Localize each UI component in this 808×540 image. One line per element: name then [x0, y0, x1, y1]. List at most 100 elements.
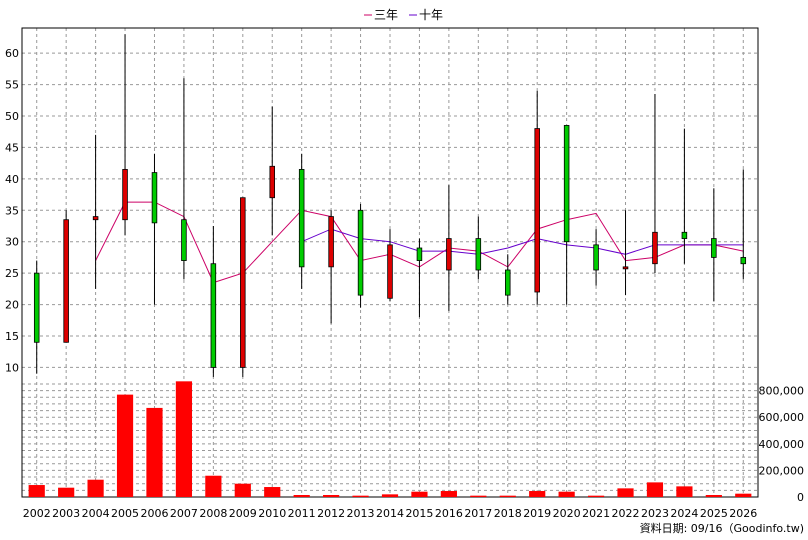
volume-bar — [146, 407, 163, 497]
volume-bar — [529, 491, 546, 497]
volume-bar — [558, 491, 575, 497]
candle-body — [92, 216, 99, 221]
volume-bar — [646, 482, 664, 497]
y-tick-label: 45 — [5, 141, 19, 154]
candle-body — [534, 128, 540, 293]
x-tick-label: 2005 — [111, 507, 139, 520]
volume-bar — [175, 381, 193, 497]
y-tick-label: 15 — [5, 330, 19, 343]
legend: 三年 十年 — [364, 8, 443, 22]
candle-body — [681, 231, 688, 239]
x-tick-label: 2009 — [229, 507, 257, 520]
x-tick-label: 2008 — [199, 507, 227, 520]
candle-body — [740, 257, 747, 265]
series-line — [301, 228, 744, 255]
x-tick-label: 2016 — [435, 507, 463, 520]
candle-body — [328, 216, 334, 268]
volume-bar — [352, 495, 369, 497]
x-tick-label: 2018 — [494, 507, 522, 520]
axis-labels: 10152025303540455055600200,000400,000600… — [5, 47, 804, 520]
y-tick-label: 60 — [5, 47, 19, 60]
x-tick-label: 2010 — [258, 507, 286, 520]
x-tick-label: 2006 — [140, 507, 168, 520]
x-tick-label: 2025 — [700, 507, 728, 520]
volume-bar — [234, 483, 251, 497]
volume-bar — [58, 487, 75, 497]
y-tick-label: 35 — [5, 204, 19, 217]
candle-body — [711, 238, 717, 258]
volume-bar — [205, 475, 222, 497]
volume-bar — [116, 394, 134, 497]
candle-body — [357, 209, 364, 296]
x-tick-label: 2022 — [612, 507, 640, 520]
y-tick-label: 10 — [5, 361, 19, 374]
x-tick-label: 2026 — [729, 507, 757, 520]
candle-body — [505, 269, 511, 296]
volume-tick-label: 0 — [797, 491, 804, 504]
candle-body — [446, 238, 452, 271]
y-tick-label: 20 — [5, 299, 19, 312]
candle-body — [652, 231, 658, 265]
volume-bar — [617, 488, 634, 497]
candle-body — [151, 172, 158, 224]
candle-body — [593, 244, 599, 271]
candle-body — [210, 263, 217, 368]
candle-body — [416, 247, 423, 261]
volume-bar — [705, 495, 722, 497]
volume-bar — [587, 495, 605, 497]
volume-bar — [411, 491, 428, 497]
volume-bar — [470, 495, 487, 497]
volume-bar — [676, 486, 693, 497]
x-tick-label: 2024 — [670, 507, 698, 520]
x-tick-label: 2002 — [23, 507, 51, 520]
candle-body — [298, 169, 305, 268]
x-tick-label: 2004 — [82, 507, 110, 520]
volume-bar — [323, 495, 340, 497]
x-tick-label: 2021 — [582, 507, 610, 520]
volume-tick-label: 400,000 — [759, 438, 805, 451]
y-tick-label: 55 — [5, 79, 19, 92]
footer-source: 資料日期: 09/16（Goodinfo.tw) — [640, 521, 804, 535]
x-tick-label: 2003 — [52, 507, 80, 520]
volume-bar — [87, 479, 104, 497]
y-tick-label: 50 — [5, 110, 19, 123]
y-tick-label: 25 — [5, 267, 19, 280]
y-tick-label: 40 — [5, 173, 19, 186]
candlesticks — [33, 34, 747, 377]
x-tick-label: 2023 — [641, 507, 669, 520]
legend-label-three-year: 三年 — [374, 8, 398, 22]
volume-tick-label: 800,000 — [759, 385, 805, 398]
candle-body — [622, 266, 629, 270]
volume-bar — [499, 495, 516, 497]
candle-body — [240, 197, 246, 368]
candle-body — [33, 272, 40, 343]
candle-body — [63, 219, 69, 343]
x-tick-label: 2015 — [405, 507, 433, 520]
volume-bar — [735, 493, 752, 497]
volume-bar — [293, 495, 310, 497]
legend-label-ten-year: 十年 — [419, 8, 443, 22]
candle-body — [563, 125, 570, 243]
candle-body — [475, 238, 482, 271]
x-tick-label: 2007 — [170, 507, 198, 520]
x-tick-label: 2017 — [464, 507, 492, 520]
volume-tick-label: 600,000 — [759, 411, 805, 424]
volume-tick-label: 200,000 — [759, 464, 805, 477]
x-tick-label: 2020 — [553, 507, 581, 520]
volume-bar — [381, 494, 399, 497]
volume-bars — [28, 381, 752, 497]
x-tick-label: 2019 — [523, 507, 551, 520]
y-tick-label: 30 — [5, 236, 19, 249]
x-tick-label: 2014 — [376, 507, 404, 520]
x-tick-label: 2012 — [317, 507, 345, 520]
candle-body — [122, 169, 128, 221]
volume-bar — [264, 487, 281, 497]
volume-bar — [28, 485, 45, 497]
volume-bar — [440, 491, 457, 497]
x-tick-label: 2013 — [347, 507, 375, 520]
x-tick-label: 2011 — [288, 507, 316, 520]
candle-body — [387, 244, 393, 299]
